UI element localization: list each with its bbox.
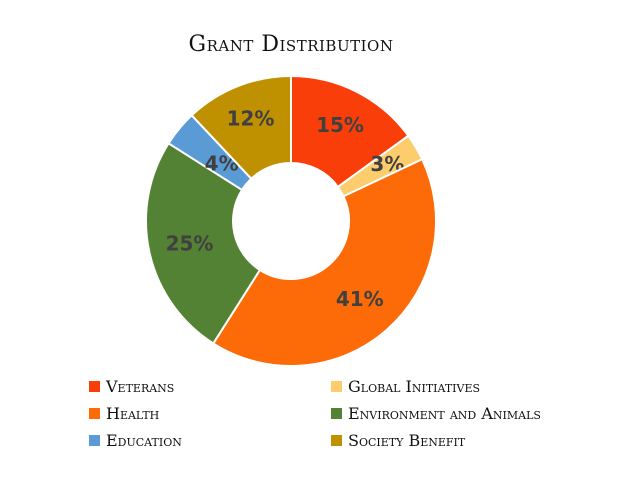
legend-item-health: Health (89, 404, 159, 423)
legend-swatch (331, 435, 342, 446)
data-label-veterans: 15% (316, 113, 364, 137)
legend-swatch (89, 435, 100, 446)
legend-label: Society Benefit (348, 431, 466, 450)
legend-item-veterans: Veterans (89, 377, 174, 396)
data-label-society-benefit: 12% (227, 107, 275, 131)
legend-label: Global Initiatives (348, 377, 481, 396)
legend-swatch (331, 408, 342, 419)
legend-item-global-initiatives: Global Initiatives (331, 377, 480, 396)
chart-title: Grant Distribution (188, 32, 394, 57)
data-label-environment-and-animals: 25% (166, 232, 214, 256)
legend-item-society-benefit: Society Benefit (331, 431, 465, 450)
slice-health (211, 157, 437, 367)
slice-environment-and-animals (145, 141, 262, 345)
slice-society-benefit (190, 74, 292, 181)
legend-label: Health (106, 404, 160, 423)
legend-swatch (331, 381, 342, 392)
data-label-health: 41% (336, 287, 384, 311)
legend-swatch (89, 408, 100, 419)
legend-label: Education (106, 431, 182, 450)
legend-label: Environment and Animals (348, 404, 541, 423)
legend-item-environment-and-animals: Environment and Animals (331, 404, 541, 423)
slice-veterans (290, 74, 410, 189)
legend-label: Veterans (106, 377, 175, 396)
legend-item-education: Education (89, 431, 182, 450)
legend-swatch (89, 381, 100, 392)
